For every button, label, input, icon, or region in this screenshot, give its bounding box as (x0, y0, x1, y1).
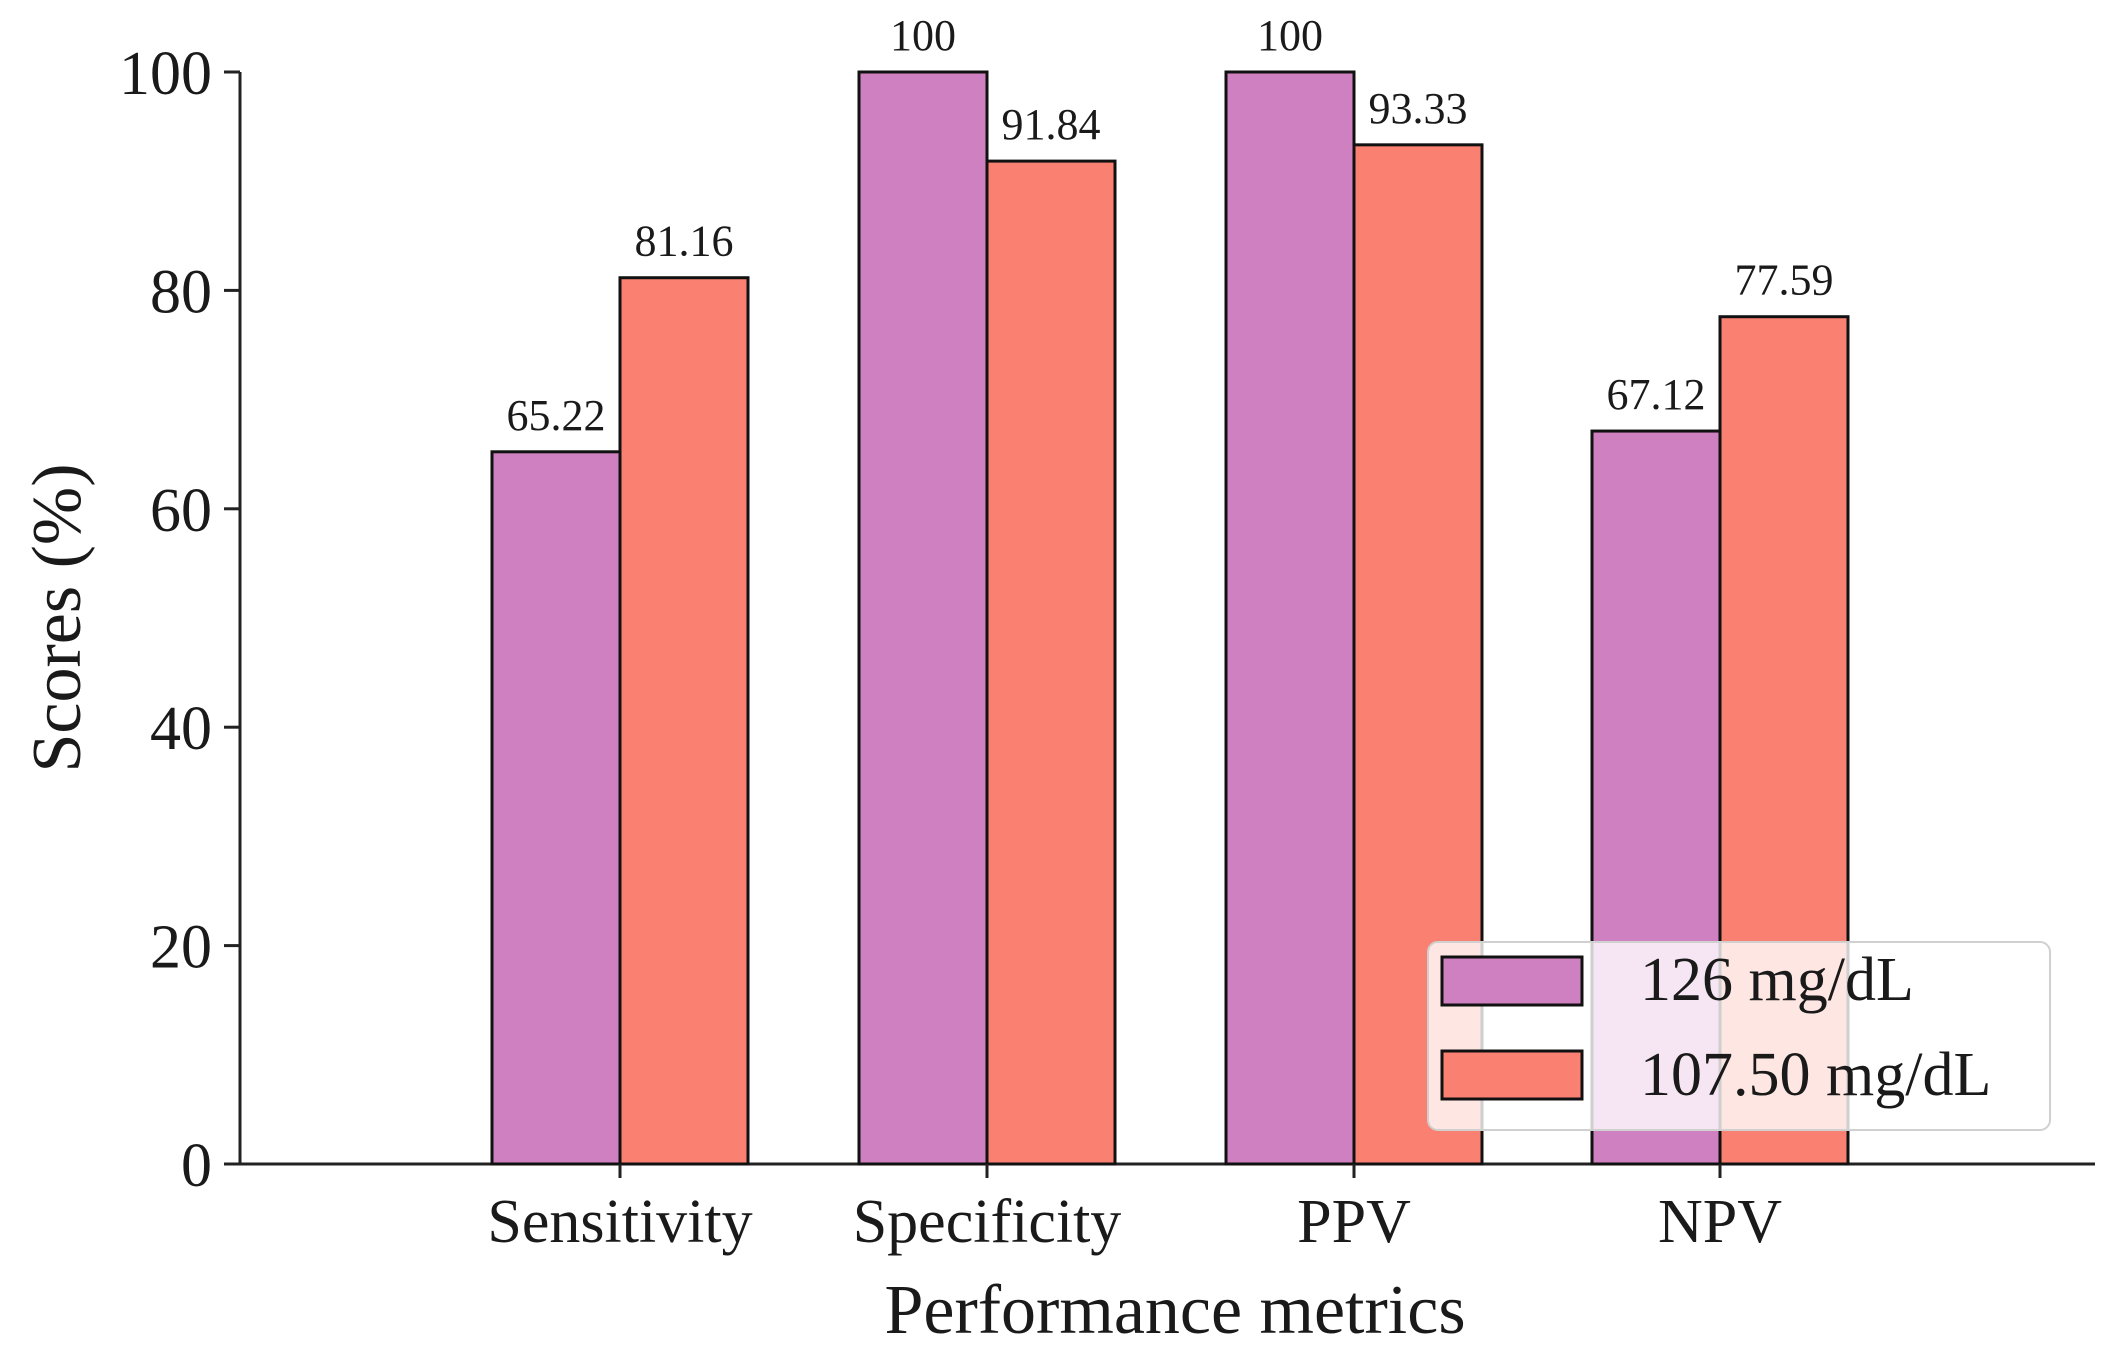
legend: 126 mg/dL 107.50 mg/dL (1427, 941, 2051, 1131)
legend-label-107-50: 107.50 mg/dL (1640, 1041, 1991, 1109)
data-label-sensitivity-107-50-mg-dl: 81.16 (635, 217, 734, 266)
data-label-sensitivity-126-mg-dl: 65.22 (507, 391, 606, 440)
y-tick-label-80: 80 (150, 258, 212, 326)
category-labels: Sensitivity Specificity PPV NPV (487, 1164, 1782, 1256)
data-labels: 65.22 81.16 100 91.84 100 93.33 67.12 77.59 (507, 11, 1834, 440)
y-tick-label-40: 40 (150, 695, 212, 763)
x-axis-label: Performance metrics (884, 1272, 1465, 1349)
data-label-npv-107-50-mg-dl: 77.59 (1735, 256, 1834, 305)
legend-swatch-107-50 (1440, 1049, 1584, 1101)
bar-ppv-126-mg-dl (1224, 70, 1356, 1166)
bars (490, 70, 1850, 1166)
bar-sensitivity-107-50-mg-dl (618, 276, 750, 1166)
bar-sensitivity-126-mg-dl (490, 450, 622, 1166)
bar-specificity-107-50-mg-dl (985, 159, 1117, 1166)
y-tick-label-60: 60 (150, 477, 212, 545)
data-label-specificity-126-mg-dl: 100 (890, 11, 956, 60)
legend-label-126: 126 mg/dL (1640, 946, 1914, 1014)
y-ticks: 0 20 40 60 80 100 (119, 40, 240, 1200)
y-tick-label-100: 100 (119, 40, 212, 108)
category-label-specificity: Specificity (853, 1188, 1122, 1256)
category-label-ppv: PPV (1297, 1188, 1411, 1256)
y-tick-label-20: 20 (150, 914, 212, 982)
data-label-ppv-107-50-mg-dl: 93.33 (1369, 84, 1468, 133)
category-label-sensitivity: Sensitivity (487, 1188, 752, 1256)
y-axis-label: Scores (%) (19, 463, 96, 772)
legend-swatch-126 (1440, 955, 1584, 1007)
y-tick-label-0: 0 (181, 1132, 212, 1200)
bar-specificity-126-mg-dl (857, 70, 989, 1166)
category-label-npv: NPV (1658, 1188, 1782, 1256)
data-label-ppv-126-mg-dl: 100 (1257, 11, 1323, 60)
data-label-npv-126-mg-dl: 67.12 (1607, 370, 1706, 419)
data-label-specificity-107-50-mg-dl: 91.84 (1002, 100, 1101, 149)
